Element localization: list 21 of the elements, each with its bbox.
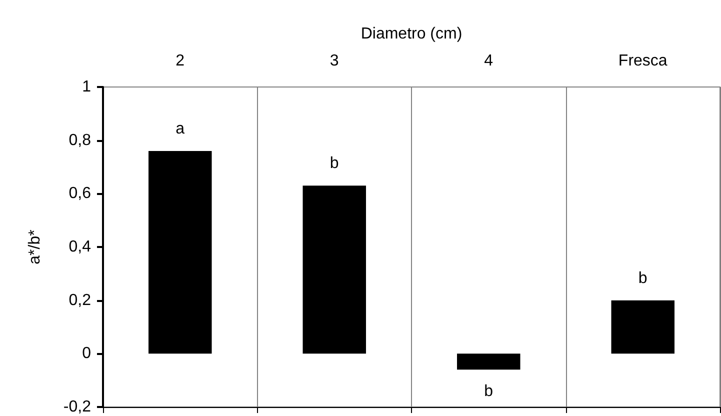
y-tick-label: -0,2 [63,398,92,416]
annotation: b [638,270,648,287]
bar [302,186,366,354]
y-axis-title: a*/b* [26,230,44,264]
annotation: b [484,383,494,400]
y-tick-label: 0,6 [68,185,92,202]
x-tick-label: 4 [484,52,494,70]
x-tick-label: 3 [330,52,339,70]
x-axis-title: Diametro (cm) [360,26,462,42]
bar [457,354,520,370]
bar [611,300,674,354]
annotation: a [176,120,185,138]
annotation: b [330,155,339,172]
x-tick-label: Fresca [618,52,668,70]
y-tick-label: 0,2 [68,292,92,309]
bar [148,151,212,354]
y-tick-label: 0,8 [68,132,92,149]
y-tick-label: 0 [82,345,92,362]
y-tick-label: 1 [82,78,92,96]
x-tick-label: 2 [176,52,185,70]
y-tick-label: 0,4 [68,238,92,256]
